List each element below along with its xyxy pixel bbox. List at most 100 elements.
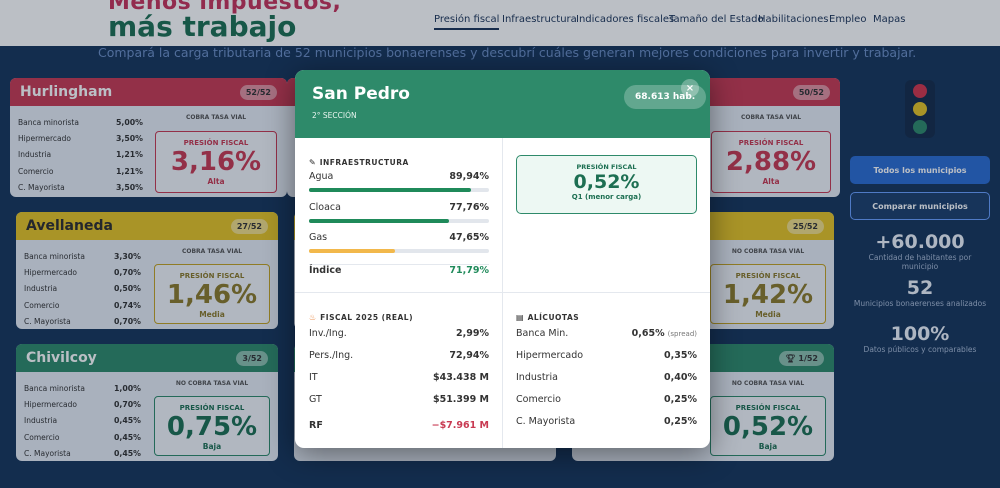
- presion-title: PRESIÓN FISCAL: [183, 139, 249, 147]
- presion-title: PRESIÓN FISCAL: [576, 163, 637, 171]
- alicuota-row: Industria 0,40%: [516, 372, 697, 383]
- infra-bar: [309, 219, 489, 223]
- modal-section: 2° SECCIÓN: [312, 111, 357, 120]
- rank-badge: 🏆︎ 1/52: [779, 350, 824, 366]
- municipio-card-chivilcoy[interactable]: Chivilcoy 3/52 Banca minorista 1,00% Hiper…: [16, 344, 278, 461]
- infra-value: 47,65%: [449, 232, 489, 243]
- row-value: 0,45%: [113, 416, 141, 426]
- site-header: Menos impuestos, más trabajo Presión fis…: [0, 0, 1000, 46]
- presion-category: Alta: [207, 177, 225, 186]
- habitants-badge: 68.613 hab.: [624, 85, 707, 109]
- presion-fiscal-box: PRESIÓN FISCAL 0,75% Baja: [154, 396, 270, 456]
- infra-bar-fill: [309, 249, 395, 253]
- presion-category: Baja: [758, 442, 778, 451]
- presion-title: PRESIÓN FISCAL: [738, 139, 804, 147]
- infra-bar: [309, 249, 489, 253]
- fiscal-row: IT $43.438 M: [309, 372, 489, 383]
- row-label: C. Mayorista: [24, 448, 71, 458]
- alicuota-row: Comercio 0,25%: [516, 394, 697, 405]
- rf-value: −$7.961 M: [431, 420, 489, 431]
- divider: [295, 292, 710, 293]
- nav-tamano-estado[interactable]: Tamaño del Estado: [669, 14, 764, 25]
- row-label: Hipermercado: [18, 133, 71, 143]
- row-label: Banca minorista: [24, 383, 85, 393]
- infra-bar: [309, 188, 489, 192]
- stat-label: Cantidad de habitantes por municipio: [868, 253, 972, 271]
- row-value: 3,50%: [115, 133, 143, 143]
- stat-municipios: 52 Municipios bonaerenses analizados: [850, 277, 990, 308]
- rf-label: RF: [309, 420, 323, 431]
- stat-datos: 100% Datos públicos y comparables: [850, 323, 990, 354]
- alicuota-label: Hipermercado: [516, 350, 584, 361]
- close-icon[interactable]: ×: [681, 79, 699, 97]
- page-subtitle: Compará la carga tributaria de 52 munici…: [98, 45, 917, 60]
- row-label: C. Mayorista: [18, 182, 65, 192]
- tasa-vial-label: NO COBRA TASA VIAL: [175, 380, 249, 387]
- alicuota-row: Banca Min. 0,65% (spread): [516, 328, 697, 339]
- infra-bar-fill: [309, 219, 449, 223]
- nav-mapas[interactable]: Mapas: [873, 14, 906, 25]
- rank-badge: 25/52: [786, 218, 824, 234]
- tasa-vial-label: NO COBRA TASA VIAL: [731, 380, 805, 387]
- nav-habilitaciones[interactable]: Habilitaciones: [758, 14, 829, 25]
- fiscal-label: Inv./Ing.: [309, 328, 347, 339]
- municipio-card-hurlingham[interactable]: Hurlingham 52/52 Banca minorista 5,00% Hip…: [10, 78, 287, 197]
- presion-quartile: Q1 (menor carga): [571, 193, 642, 201]
- section-title: INFRAESTRUCTURA: [319, 158, 409, 167]
- flame-icon: ♨: [309, 313, 317, 322]
- fiscal-value: $43.438 M: [432, 372, 489, 383]
- alicuotas-section-title: ▤ ALÍCUOTAS: [516, 305, 579, 324]
- municipio-card-avellaneda[interactable]: Avellaneda 27/52 Banca minorista 3,30% Hip…: [16, 212, 278, 329]
- all-municipios-button[interactable]: Todos los municipios: [850, 156, 990, 184]
- index-value: 71,79%: [449, 265, 489, 276]
- row-label: Industria: [18, 150, 52, 160]
- site-title-line1: Menos impuestos,: [108, 0, 342, 15]
- traffic-light-icon: [905, 80, 935, 138]
- infra-row-gas: Gas 47,65%: [309, 232, 489, 243]
- presion-value: 1,42%: [722, 280, 814, 310]
- tasa-vial-label: COBRA TASA VIAL: [740, 114, 802, 121]
- site-title-line2: más trabajo: [108, 10, 297, 43]
- row-value: 0,50%: [113, 284, 141, 294]
- alicuota-label: Comercio: [516, 394, 561, 405]
- presion-value: 0,52%: [722, 412, 814, 442]
- alicuota-row: C. Mayorista 0,25%: [516, 416, 697, 427]
- infra-label: Cloaca: [309, 202, 341, 213]
- fiscal-rf-row: RF −$7.961 M: [309, 420, 489, 431]
- row-label: Banca minorista: [24, 251, 85, 261]
- nav-indicadores-fiscales[interactable]: Indicadores fiscales: [576, 14, 675, 25]
- presion-value: 3,16%: [170, 147, 262, 177]
- tasa-vial-label: COBRA TASA VIAL: [181, 248, 243, 255]
- row-label: Comercio: [24, 300, 60, 310]
- modal-header: San Pedro 2° SECCIÓN 68.613 hab. ×: [295, 70, 710, 138]
- stat-number: 100%: [890, 323, 950, 345]
- presion-category: Media: [199, 310, 225, 319]
- row-value: 1,21%: [115, 166, 143, 176]
- alicuota-label: C. Mayorista: [516, 416, 576, 427]
- rank-badge: 3/52: [236, 350, 268, 366]
- municipio-detail-modal: San Pedro 2° SECCIÓN 68.613 hab. × ✎ INFR…: [295, 70, 710, 448]
- nav-presion-fiscal[interactable]: Presión fiscal: [434, 14, 500, 30]
- trophy-icon: 🏆︎: [785, 353, 799, 363]
- row-label: Industria: [24, 416, 58, 426]
- presion-value: 0,52%: [573, 171, 640, 193]
- nav-empleo[interactable]: Empleo: [829, 14, 867, 25]
- broom-icon: ✎: [309, 158, 316, 167]
- compare-municipios-button[interactable]: Comparar municipios: [850, 192, 990, 220]
- row-label: Comercio: [18, 166, 54, 176]
- modal-presion-box: PRESIÓN FISCAL 0,52% Q1 (menor carga): [516, 155, 697, 214]
- nav-infraestructura[interactable]: Infraestructura: [502, 14, 577, 25]
- section-title: FISCAL 2025 (REAL): [320, 313, 414, 322]
- row-label: Comercio: [24, 432, 60, 442]
- stat-label: Datos públicos y comparables: [863, 345, 977, 354]
- fiscal-row: Pers./Ing. 72,94%: [309, 350, 489, 361]
- card-name: Avellaneda: [26, 218, 113, 234]
- row-value: 1,00%: [113, 383, 141, 393]
- presion-fiscal-box: PRESIÓN FISCAL 1,42% Media: [710, 264, 826, 324]
- presion-category: Baja: [202, 442, 222, 451]
- fiscal-row: Inv./Ing. 2,99%: [309, 328, 489, 339]
- presion-fiscal-box: PRESIÓN FISCAL 2,88% Alta: [711, 131, 831, 193]
- fiscal-section-title: ♨ FISCAL 2025 (REAL): [309, 305, 413, 324]
- spread-note: (spread): [667, 330, 697, 338]
- alicuota-value: 0,35%: [664, 350, 697, 361]
